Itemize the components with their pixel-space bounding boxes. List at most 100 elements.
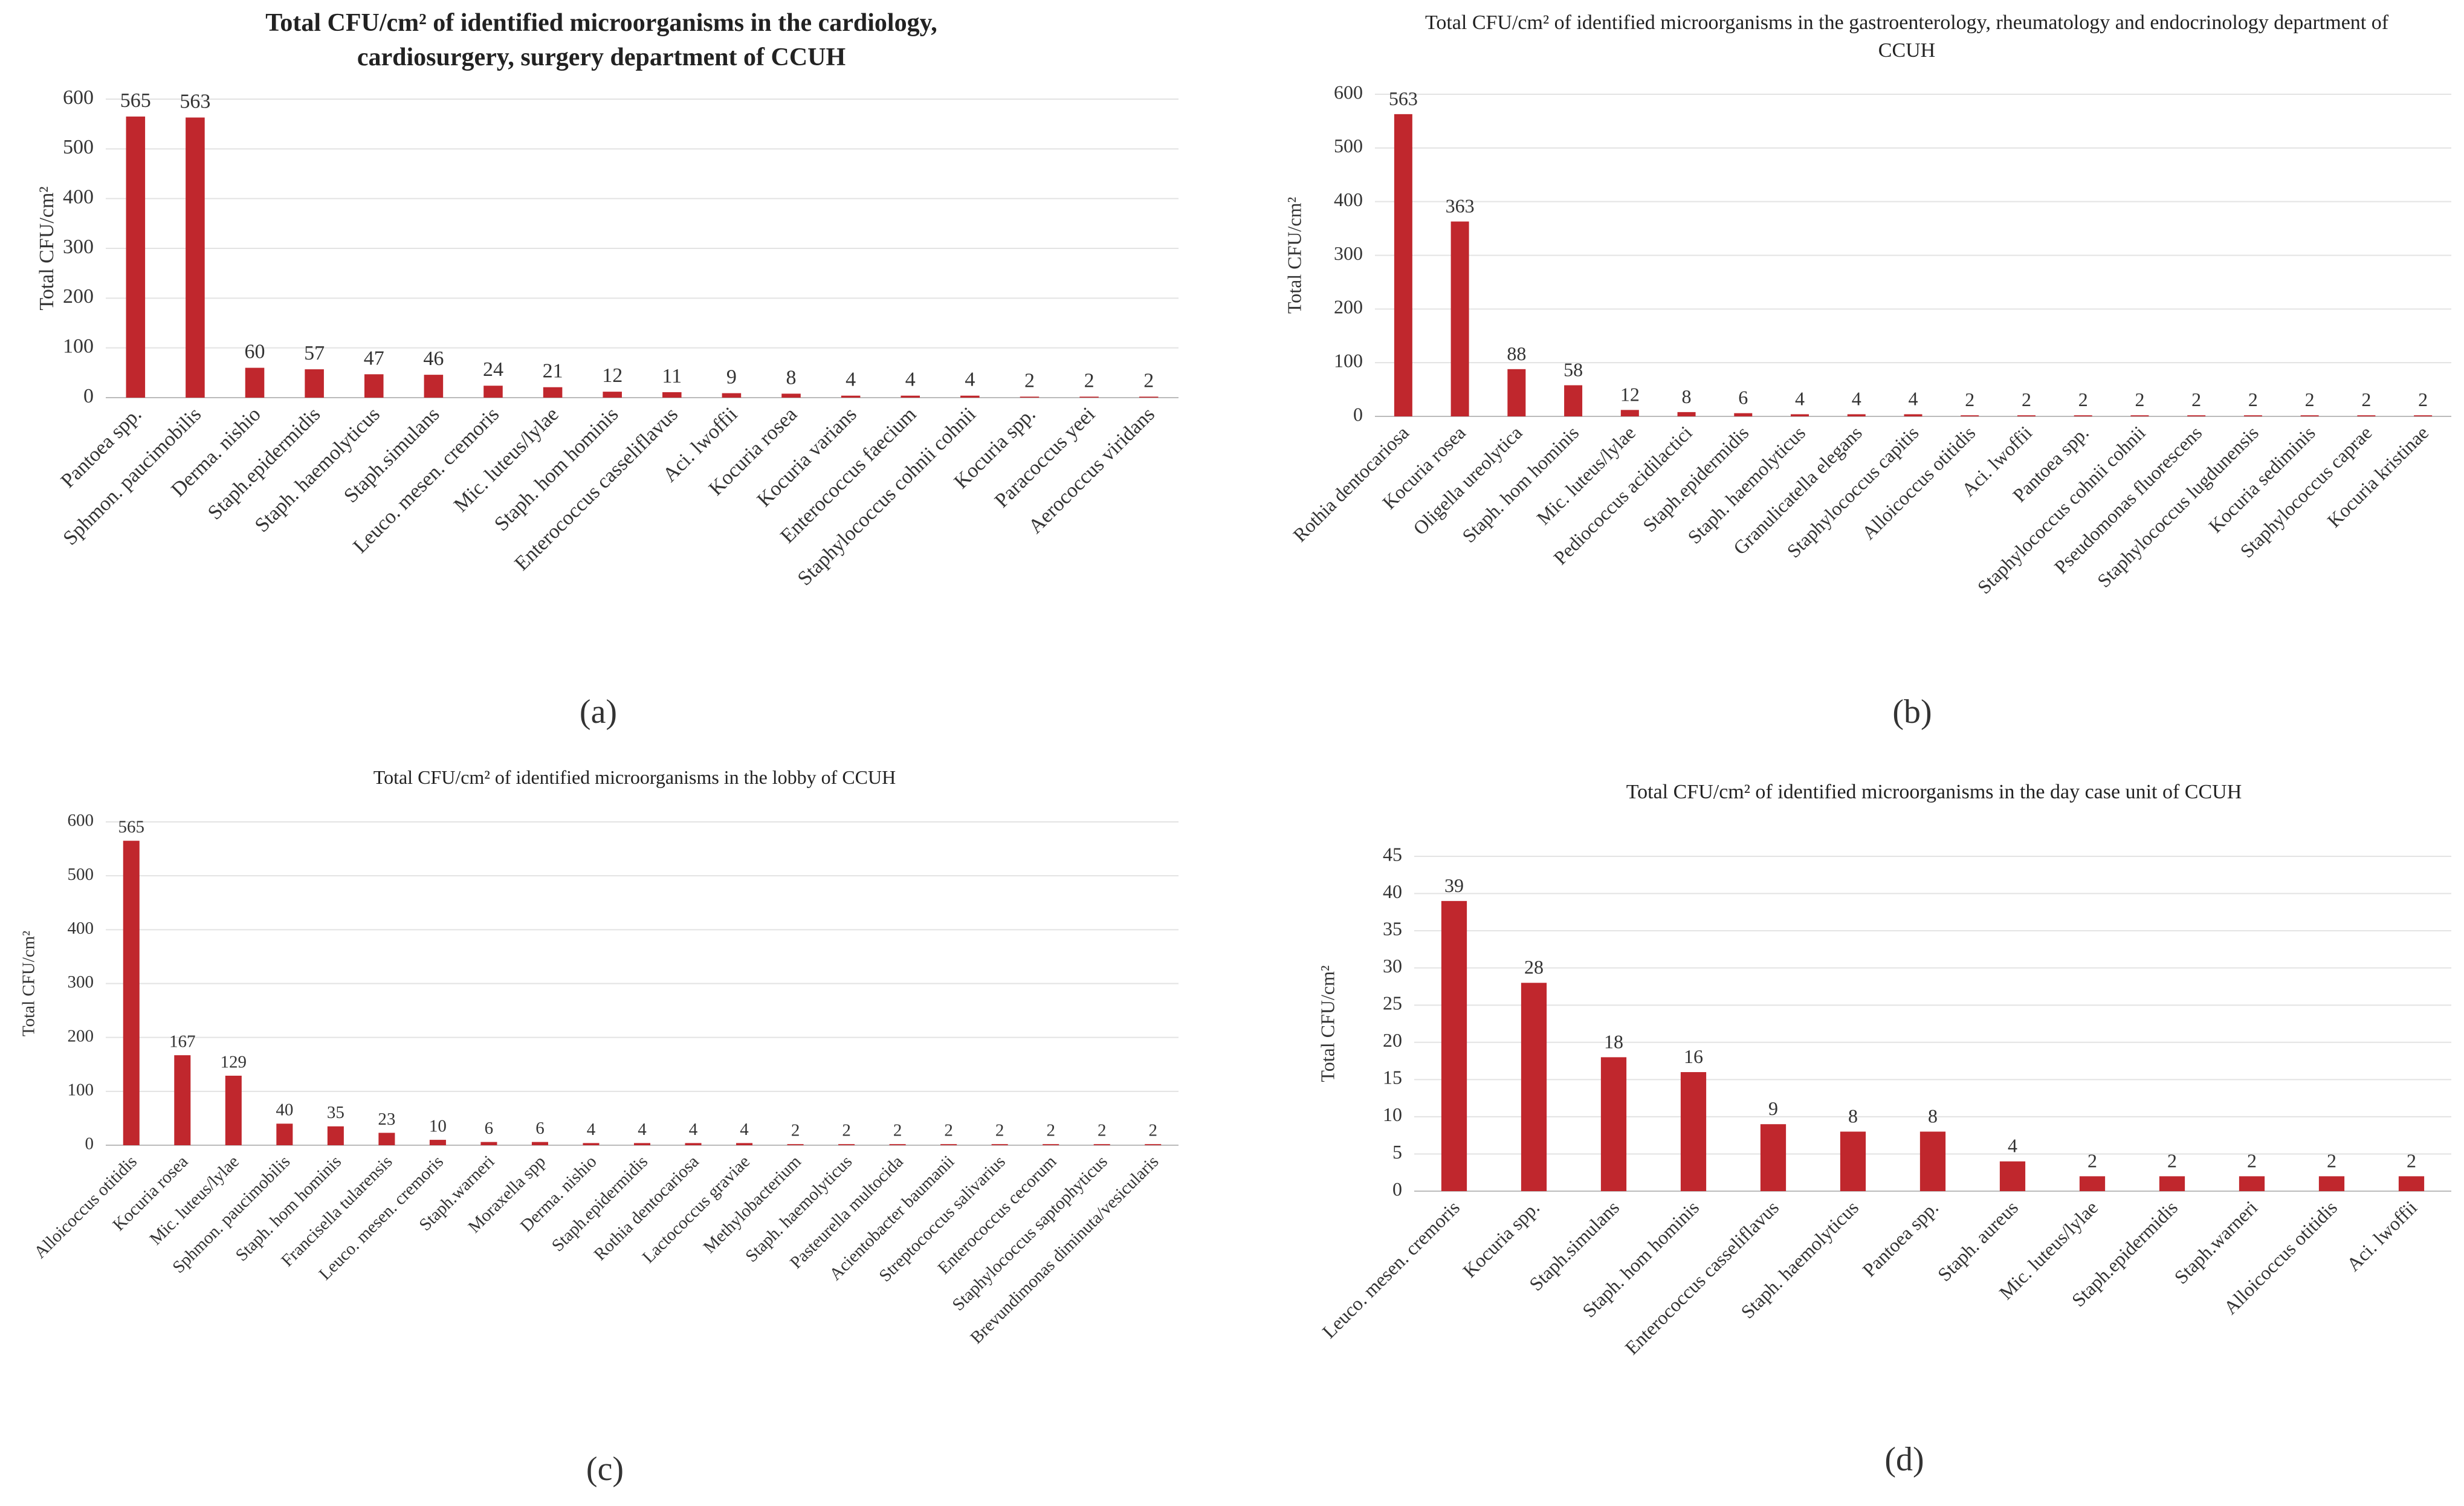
value-label: 4 <box>1795 387 1805 409</box>
value-label: 9 <box>726 366 737 389</box>
bar <box>1600 1057 1627 1191</box>
x-tick-label: Mic. luteus/lylae <box>450 403 563 517</box>
value-label: 2 <box>2407 1149 2416 1171</box>
value-label: 8 <box>1848 1105 1858 1126</box>
bar <box>327 1126 344 1145</box>
y-tick-label: 100 <box>63 335 94 357</box>
bar <box>1441 900 1467 1191</box>
x-tick-label: Aci. lwoffii <box>2343 1197 2422 1276</box>
value-label: 2 <box>1024 369 1035 392</box>
bar <box>1847 414 1866 416</box>
value-label: 4 <box>965 369 975 391</box>
y-tick-label: 5 <box>1392 1141 1402 1163</box>
value-label: 2 <box>944 1121 953 1140</box>
panel-label: (a) <box>580 693 617 731</box>
value-label: 2 <box>893 1121 902 1140</box>
bar <box>429 1140 446 1145</box>
bar <box>2243 415 2262 416</box>
bar <box>685 1143 702 1145</box>
y-tick-label: 400 <box>1334 189 1363 210</box>
value-label: 2 <box>1143 369 1154 392</box>
value-label: 2 <box>2418 389 2428 410</box>
value-label: 6 <box>485 1119 494 1138</box>
value-label: 4 <box>689 1120 698 1139</box>
x-tick-label: Leuco. mesen. cremoris <box>1318 1197 1464 1343</box>
bar <box>123 841 140 1145</box>
y-tick-label: 500 <box>1334 135 1363 157</box>
bar <box>126 116 146 398</box>
bar <box>2300 415 2319 416</box>
y-tick-label: 40 <box>1383 881 1402 902</box>
bar <box>889 1144 906 1145</box>
x-tick-label: Pantoea spp. <box>1858 1197 1942 1281</box>
bar <box>781 393 801 398</box>
value-label: 2 <box>995 1121 1004 1140</box>
bar <box>276 1123 293 1145</box>
bar <box>1079 396 1099 398</box>
bar <box>662 392 682 398</box>
value-label: 563 <box>179 90 210 112</box>
bar <box>480 1142 497 1145</box>
value-label: 21 <box>543 360 563 383</box>
value-label: 6 <box>535 1119 545 1138</box>
bar <box>305 369 324 398</box>
bar <box>174 1055 191 1145</box>
panel-label: (b) <box>1892 693 1932 731</box>
bar <box>543 387 563 398</box>
value-label: 10 <box>429 1116 447 1136</box>
value-label: 4 <box>740 1120 749 1139</box>
chart-title-box: Total CFU/cm² of identified microorganis… <box>1425 11 2388 62</box>
bar <box>2159 1176 2185 1191</box>
y-tick-label: 15 <box>1383 1067 1402 1088</box>
bar <box>1734 413 1753 416</box>
bar <box>901 395 920 398</box>
x-tick-label: Paracoccus yeei <box>991 403 1099 512</box>
y-tick-label: 200 <box>1334 296 1363 318</box>
bar <box>1521 983 1547 1191</box>
bar <box>1961 415 1979 416</box>
value-label: 12 <box>1620 383 1640 405</box>
bar <box>1139 396 1159 398</box>
value-label: 88 <box>1507 343 1526 364</box>
value-label: 2 <box>2247 1149 2257 1171</box>
value-label: 2 <box>1098 1121 1107 1140</box>
value-label: 4 <box>1909 387 1918 409</box>
value-label: 2 <box>1965 389 1974 410</box>
bar <box>1450 221 1469 416</box>
bar <box>1840 1131 1866 1191</box>
value-label: 2 <box>1046 1121 1055 1140</box>
bar <box>841 395 861 398</box>
bar <box>1507 369 1526 416</box>
y-tick-label: 100 <box>1334 350 1363 372</box>
value-label: 6 <box>1738 387 1748 409</box>
y-tick-label: 100 <box>68 1080 94 1099</box>
bar <box>483 386 503 398</box>
y-tick-label: 200 <box>63 285 94 308</box>
value-label: 563 <box>1389 88 1418 109</box>
value-label: 60 <box>245 341 265 363</box>
bar <box>633 1143 651 1145</box>
y-tick-label: 600 <box>68 811 94 830</box>
bar <box>940 1144 957 1145</box>
y-tick-label: 0 <box>1392 1178 1402 1200</box>
value-label: 565 <box>118 818 145 837</box>
value-label: 129 <box>221 1052 247 1071</box>
y-tick-label: 35 <box>1383 917 1402 939</box>
y-tick-label: 45 <box>1383 843 1402 865</box>
value-label: 8 <box>786 366 797 389</box>
value-label: 24 <box>483 358 503 381</box>
bar <box>225 1075 242 1145</box>
bar <box>2398 1176 2425 1191</box>
x-tick-label: Staph.epidermidis <box>548 1152 652 1255</box>
bar <box>603 392 622 398</box>
value-label: 18 <box>1604 1030 1623 1052</box>
panel-label: (c) <box>586 1450 624 1488</box>
bar <box>1999 1161 2026 1191</box>
x-tick-label: Kocuria spp. <box>1458 1197 1544 1282</box>
bar <box>2017 415 2036 416</box>
value-label: 167 <box>169 1032 196 1051</box>
value-label: 12 <box>602 364 622 387</box>
chart-title: Total CFU/cm² of identified microorganis… <box>265 9 937 71</box>
value-label: 4 <box>638 1120 647 1139</box>
